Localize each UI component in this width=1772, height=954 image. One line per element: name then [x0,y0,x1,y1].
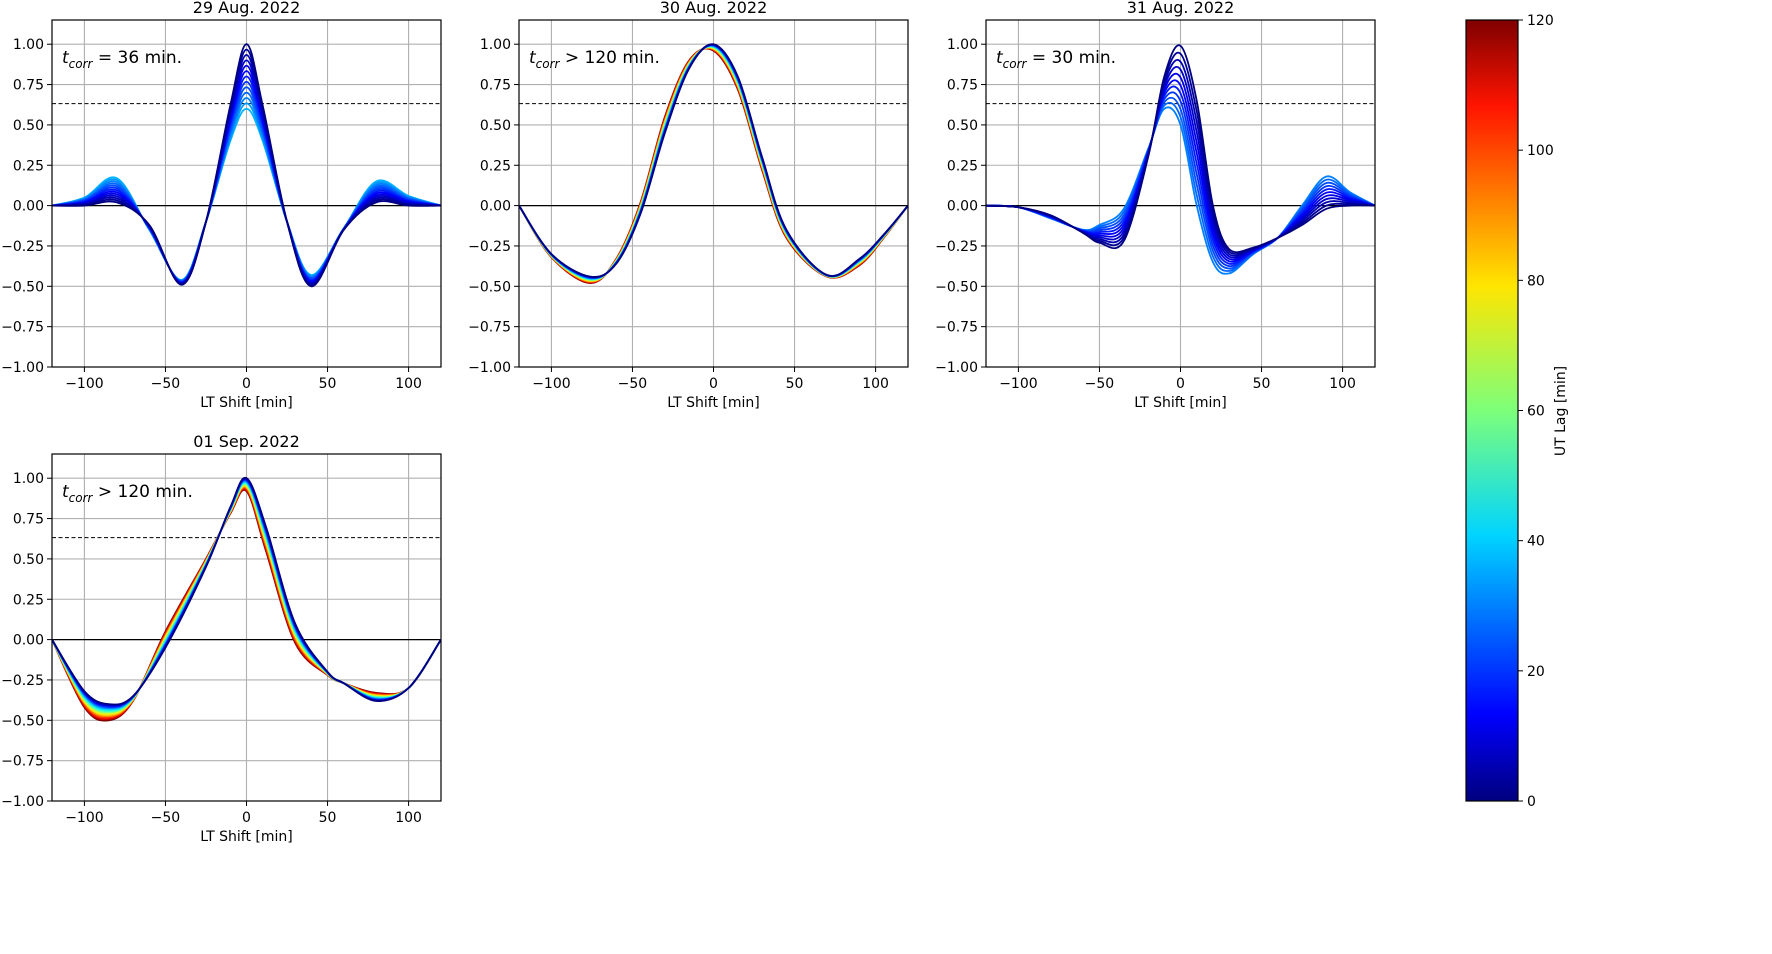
y-tick-label: −0.50 [1,713,44,729]
y-tick-label: 0.50 [480,118,511,134]
y-tick-label: 0.75 [480,78,511,94]
y-tick-label: 1.00 [13,37,44,53]
x-tick-label: −100 [65,376,103,392]
curve-family [986,44,1375,275]
y-tick-label: 0.75 [947,78,978,94]
x-axis-label: LT Shift [min] [1134,395,1226,411]
colorbar-tick-label: 60 [1527,404,1545,420]
x-axis-label: LT Shift [min] [200,395,292,411]
x-tick-label: 50 [786,376,804,392]
y-tick-label: −0.25 [1,239,44,255]
y-tick-label: 0.75 [13,512,44,528]
y-tick-label: 0.50 [13,552,44,568]
y-tick-label: 1.00 [480,37,511,53]
y-tick-label: −0.75 [1,754,44,770]
x-tick-label: 100 [862,376,889,392]
correlation-curve [519,43,908,278]
x-tick-label: −100 [65,810,103,826]
subplot: −100 −50 0 50 100 −1.00 −0.75 −0.50 −0.25 0.00 0.2… [1,0,442,411]
x-tick-label: 50 [319,376,337,392]
colorbar-tick-label: 20 [1527,664,1545,680]
subplot-grid: −100 −50 0 50 100 −1.00 −0.75 −0.50 −0.25 0.00 0.2… [1,0,1376,845]
x-tick-label: −50 [1085,376,1115,392]
x-tick-label: 0 [1176,376,1185,392]
correlation-curve [986,44,1375,254]
y-tick-label: 0.00 [947,199,978,215]
x-tick-label: −100 [532,376,570,392]
subplot: −100 −50 0 50 100 −1.00 −0.75 −0.50 −0.25 0.00 0.2… [935,0,1376,411]
tcorr-annotation: tcorr > 120 min. [62,482,193,505]
correlation-curve [52,43,441,288]
x-tick-label: 50 [319,810,337,826]
subplot-title: 30 Aug. 2022 [660,0,768,17]
x-tick-label: 100 [395,376,422,392]
colorbar: 0 20 40 60 80 100 120 UT Lag [min] [1465,13,1569,810]
y-tick-label: −0.75 [935,320,978,336]
subplot: −100 −50 0 50 100 −1.00 −0.75 −0.50 −0.25 0.00 0.2… [468,0,909,411]
curve-family [519,43,908,284]
y-tick-label: 0.00 [13,633,44,649]
y-tick-label: −0.75 [468,320,511,336]
y-tick-label: 0.00 [13,199,44,215]
y-tick-label: −0.50 [935,279,978,295]
y-tick-label: 0.50 [13,118,44,134]
subplot-title: 29 Aug. 2022 [193,0,301,17]
y-tick-label: −0.25 [468,239,511,255]
y-tick-label: −1.00 [1,794,44,810]
y-tick-label: −0.25 [935,239,978,255]
y-tick-label: 0.25 [13,158,44,174]
subplot-title: 31 Aug. 2022 [1127,0,1235,17]
tcorr-annotation: tcorr = 30 min. [996,48,1116,71]
y-tick-label: 0.25 [480,158,511,174]
y-tick-label: 1.00 [13,471,44,487]
y-tick-label: 0.50 [947,118,978,134]
y-tick-label: −0.50 [1,279,44,295]
x-tick-label: −50 [618,376,648,392]
colorbar-tick-label: 100 [1527,143,1554,159]
correlation-curve [52,477,441,706]
curve-family [52,43,441,288]
x-tick-label: −50 [151,810,181,826]
y-tick-label: 0.00 [480,199,511,215]
x-tick-label: 100 [1329,376,1356,392]
x-tick-label: −50 [151,376,181,392]
y-tick-label: 0.25 [947,158,978,174]
x-tick-label: 0 [242,810,251,826]
colorbar-tick-label: 0 [1527,794,1536,810]
y-tick-label: −0.50 [468,279,511,295]
y-tick-label: −0.25 [1,673,44,689]
x-tick-label: −100 [999,376,1037,392]
x-axis-label: LT Shift [min] [667,395,759,411]
tcorr-annotation: tcorr = 36 min. [62,48,182,71]
tcorr-annotation: tcorr > 120 min. [529,48,660,71]
x-tick-label: 50 [1253,376,1271,392]
y-tick-label: −1.00 [468,360,511,376]
y-tick-label: −0.75 [1,320,44,336]
colorbar-tick-label: 120 [1527,13,1554,29]
x-tick-label: 100 [395,810,422,826]
subplot-title: 01 Sep. 2022 [193,432,300,451]
y-tick-label: −1.00 [1,360,44,376]
colorbar-tick-label: 40 [1527,534,1545,550]
y-tick-label: −1.00 [935,360,978,376]
subplot: −100 −50 0 50 100 −1.00 −0.75 −0.50 −0.25 0.00 0.2… [1,432,442,845]
x-tick-label: 0 [709,376,718,392]
y-tick-label: 1.00 [947,37,978,53]
y-tick-label: 0.75 [13,78,44,94]
curve-family [52,477,441,722]
colorbar-label: UT Lag [min] [1553,366,1569,456]
colorbar-tick-label: 80 [1527,273,1545,289]
colorbar-gradient [1466,20,1518,801]
y-tick-label: 0.25 [13,592,44,608]
x-tick-label: 0 [242,376,251,392]
x-axis-label: LT Shift [min] [200,829,292,845]
